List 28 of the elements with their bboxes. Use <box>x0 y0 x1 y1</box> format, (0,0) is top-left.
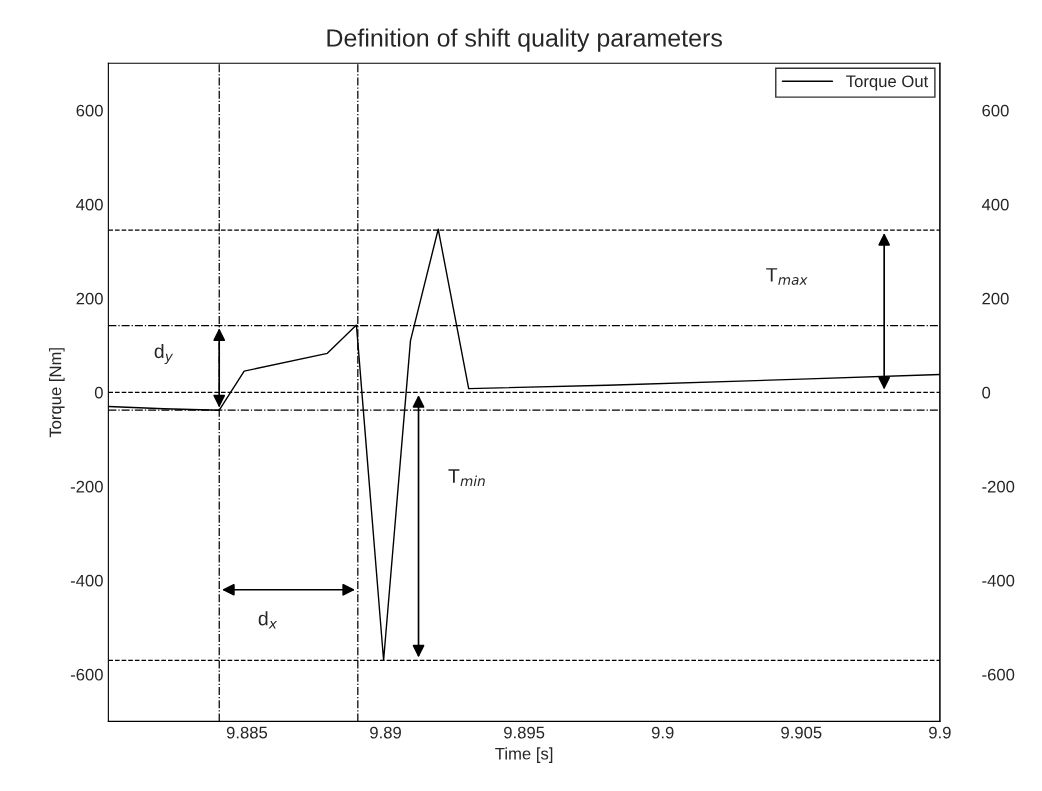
x-tick-label: 9.9 <box>651 726 674 739</box>
y2-tick-label: 600 <box>982 104 1009 117</box>
y2-tick-label: -600 <box>982 668 1015 681</box>
annotation: d$_{y}$ <box>154 343 174 364</box>
annotation: T$_{min}$ <box>448 469 485 486</box>
x-tick-label: 9.89 <box>370 726 401 739</box>
annotation: d$_{x}$ <box>258 611 278 629</box>
y-tick-label: -400 <box>70 574 103 587</box>
x-tick-label: 9.9 <box>929 726 951 739</box>
y-tick-label: 600 <box>76 104 103 117</box>
chart-title: Definition of shift quality parameters <box>327 28 722 52</box>
x-axis-title: Time [s] <box>495 747 553 763</box>
y2-tick-label: 200 <box>982 292 1009 305</box>
legend-label: Torque Out <box>846 75 929 91</box>
y2-tick-label: -200 <box>982 480 1015 493</box>
x-tick-label: 9.895 <box>504 726 545 739</box>
y-tick-label: 0 <box>94 386 103 399</box>
y2-tick-label: -400 <box>982 574 1015 587</box>
x-tick-label: 9.905 <box>781 726 822 739</box>
x-tick-label: 9.885 <box>226 726 268 739</box>
y2-tick-label: 0 <box>982 386 991 399</box>
y-tick-label: -200 <box>70 480 103 493</box>
y-tick-label: 400 <box>76 198 103 211</box>
annotation: T$_{max}$ <box>766 268 808 285</box>
y2-tick-label: 400 <box>981 198 1009 211</box>
y-axis-title: Torque [Nm] <box>49 348 65 438</box>
y-tick-label: -600 <box>70 668 103 681</box>
y-tick-label: 200 <box>76 292 103 305</box>
